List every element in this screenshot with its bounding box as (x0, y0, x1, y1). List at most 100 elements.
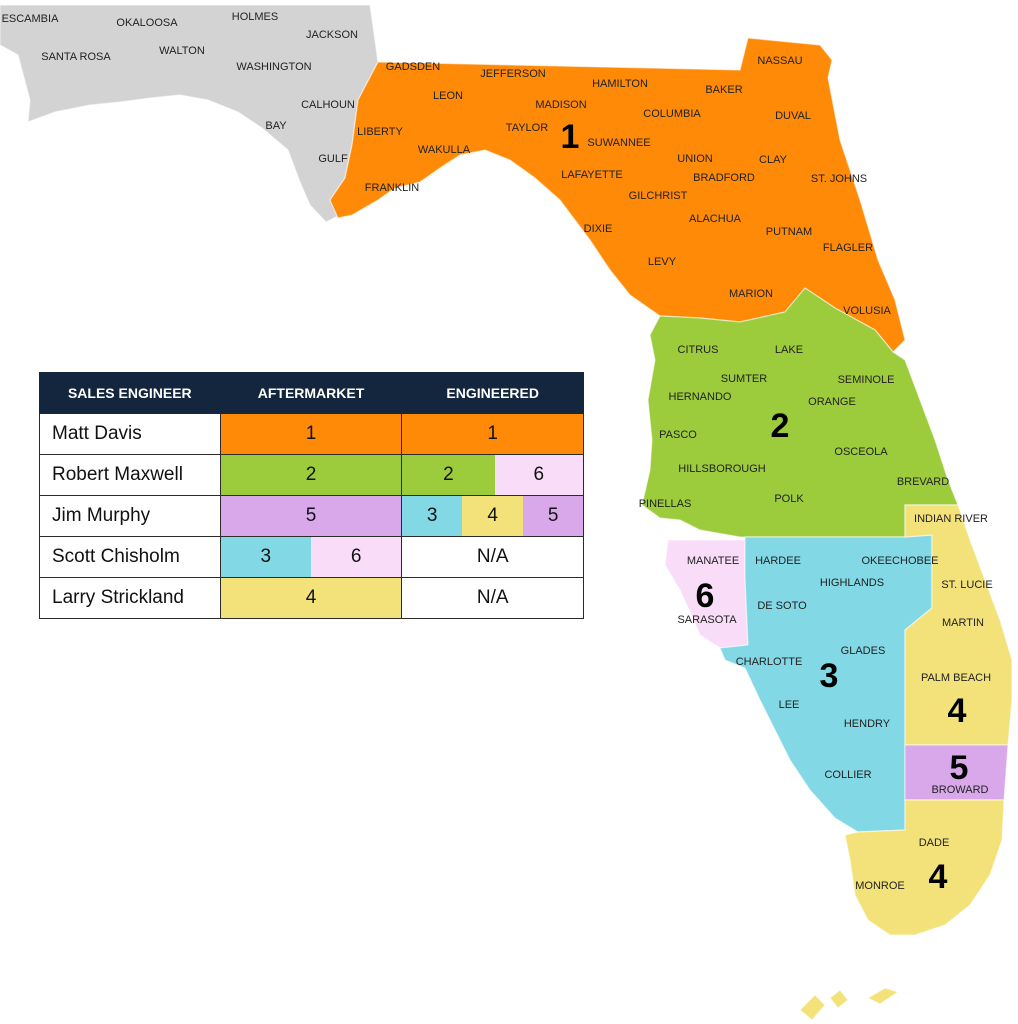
engineer-name: Robert Maxwell (39, 454, 221, 496)
county-label: WALTON (159, 45, 205, 57)
zone-swatch: 5 (220, 496, 402, 536)
county-label: PINELLAS (639, 498, 692, 510)
county-label: SANTA ROSA (41, 51, 111, 63)
zone-number-1: 1 (561, 118, 580, 156)
zone-swatch: N/A (402, 537, 583, 577)
county-label: MONROE (855, 880, 905, 892)
county-label: OSCEOLA (834, 446, 888, 458)
region-zone-4-south (844, 799, 1005, 936)
county-label: LAKE (775, 344, 803, 356)
county-label: HARDEE (755, 555, 801, 567)
zone-swatch: 4 (462, 496, 524, 536)
sales-engineer-legend-table: SALES ENGINEER AFTERMARKET ENGINEERED Ma… (39, 372, 584, 619)
zone-swatch: 3 (402, 496, 462, 536)
county-label: SUMTER (721, 373, 768, 385)
county-label: COLLIER (824, 769, 871, 781)
aftermarket-cell: 5 (219, 495, 403, 537)
zone-number-4: 4 (929, 858, 948, 896)
county-label: PASCO (659, 429, 697, 441)
zone-number-3: 3 (820, 657, 839, 695)
region-zone-4-north (904, 504, 1013, 746)
zone-swatch: 1 (220, 414, 402, 454)
zone-number-5: 5 (950, 749, 969, 787)
county-label: CITRUS (678, 344, 719, 356)
zone-swatch: 3 (220, 537, 312, 577)
county-label: ORANGE (808, 396, 856, 408)
zone-swatch: 4 (220, 578, 402, 618)
county-label: OKALOOSA (116, 17, 178, 29)
aftermarket-cell: 1 (219, 413, 403, 455)
county-label: ALACHUA (689, 213, 742, 225)
legend-row: Scott Chisholm 3 6 N/A (39, 536, 584, 578)
county-label: GLADES (841, 645, 886, 657)
county-label: LEE (779, 699, 800, 711)
county-label: HENDRY (844, 718, 891, 730)
county-label: GULF (318, 153, 348, 165)
county-label: JACKSON (306, 29, 358, 41)
county-label: MADISON (535, 99, 586, 111)
header-engineered: ENGINEERED (401, 372, 584, 414)
engineered-cell: N/A (401, 536, 584, 578)
county-label: CLAY (759, 154, 788, 166)
county-label: POLK (774, 493, 804, 505)
county-label: WAKULLA (418, 144, 471, 156)
county-label: GADSDEN (386, 61, 440, 73)
zone-swatch: N/A (402, 578, 583, 618)
county-label: HILLSBOROUGH (678, 463, 765, 475)
header-sales-engineer: SALES ENGINEER (39, 372, 221, 414)
region-zone-1 (329, 37, 906, 353)
zone-numbers: 1 2 3 4 5 4 6 (561, 118, 969, 896)
county-label: WASHINGTON (236, 61, 311, 73)
county-label: COLUMBIA (643, 108, 701, 120)
aftermarket-cell: 2 (219, 454, 403, 496)
county-label: BAKER (705, 84, 742, 96)
county-label: UNION (677, 153, 713, 165)
county-label: ST. JOHNS (811, 173, 867, 185)
county-label: JEFFERSON (480, 68, 545, 80)
county-label: ST. LUCIE (941, 579, 992, 591)
county-label: CALHOUN (301, 99, 355, 111)
county-label: VOLUSIA (843, 305, 891, 317)
county-label: PUTNAM (766, 226, 812, 238)
county-label: OKEECHOBEE (861, 555, 938, 567)
county-label: PALM BEACH (921, 672, 991, 684)
county-label: CHARLOTTE (736, 656, 803, 668)
county-label: LEON (433, 90, 463, 102)
region-keys (799, 987, 900, 1021)
engineer-name: Matt Davis (39, 413, 221, 455)
county-label: BREVARD (897, 476, 949, 488)
county-label: HAMILTON (592, 78, 648, 90)
zone-swatch: 6 (494, 455, 583, 495)
county-label: SEMINOLE (838, 374, 895, 386)
county-label: BROWARD (931, 784, 988, 796)
county-label: TAYLOR (506, 122, 548, 134)
zone-swatch: 6 (311, 537, 402, 577)
zone-number-2: 2 (771, 407, 790, 445)
county-label: DUVAL (775, 110, 811, 122)
county-label: DE SOTO (757, 600, 807, 612)
county-label: MARTIN (942, 617, 984, 629)
county-label: MANATEE (687, 555, 739, 567)
zone-number-6: 6 (696, 577, 715, 615)
legend-row: Robert Maxwell 2 2 6 (39, 454, 584, 496)
zone-swatch: 1 (402, 414, 583, 454)
legend-body: Matt Davis 1 1 Robert Maxwell 2 2 6 Jim Murphy 5… (39, 413, 584, 619)
aftermarket-cell: 4 (219, 577, 403, 619)
county-label: GILCHRIST (629, 190, 688, 202)
legend-row: Jim Murphy 5 3 4 5 (39, 495, 584, 537)
county-label: HIGHLANDS (820, 577, 884, 589)
zone-swatch: 2 (402, 455, 495, 495)
county-label: INDIAN RIVER (914, 513, 988, 525)
county-label: LIBERTY (357, 126, 403, 138)
engineer-name: Jim Murphy (39, 495, 221, 537)
zone-swatch: 2 (220, 455, 402, 495)
county-label: NASSAU (757, 55, 802, 67)
county-label: BAY (265, 120, 287, 132)
county-label: LAFAYETTE (561, 169, 623, 181)
county-label: FLAGLER (823, 242, 873, 254)
county-label: DADE (919, 837, 950, 849)
engineered-cell: 1 (401, 413, 584, 455)
